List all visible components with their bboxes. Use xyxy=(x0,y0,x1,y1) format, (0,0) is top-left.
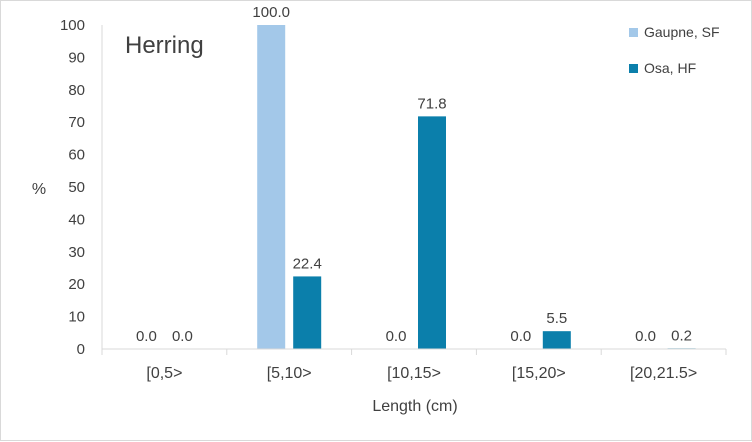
data-label: 0.0 xyxy=(172,328,193,345)
x-axis-categories: [0,5> [5,10> [10,15> [15,20> [20,21.5> xyxy=(146,365,697,382)
x-axis-ticks xyxy=(101,349,727,355)
y-tick-label: 80 xyxy=(68,82,85,99)
bar-osa xyxy=(293,276,322,349)
data-label: 71.8 xyxy=(417,95,446,112)
y-tick-label: 20 xyxy=(68,276,85,293)
y-tick-label: 60 xyxy=(68,147,85,164)
y-tick-label: 40 xyxy=(68,211,85,228)
y-axis-title: % xyxy=(32,181,46,198)
data-label: 0.0 xyxy=(136,328,157,345)
y-tick-label: 100 xyxy=(60,17,85,34)
y-tick-label: 90 xyxy=(68,49,85,66)
data-label: 0.0 xyxy=(635,328,656,345)
x-axis-title: Length (cm) xyxy=(372,398,457,415)
y-tick-label: 10 xyxy=(68,309,85,326)
bar-gaupne xyxy=(257,25,286,349)
legend: Gaupne, SF Osa, HF xyxy=(629,24,720,76)
y-axis-ticks: 0 10 20 30 40 50 60 70 80 90 100 xyxy=(60,17,85,358)
chart-title: Herring xyxy=(125,32,204,59)
y-tick-label: 30 xyxy=(68,244,85,261)
data-label: 5.5 xyxy=(546,310,567,327)
y-tick-label: 70 xyxy=(68,114,85,131)
legend-label: Osa, HF xyxy=(644,60,696,76)
x-category-label: [15,20> xyxy=(512,365,566,382)
data-label: 0.0 xyxy=(386,328,407,345)
x-category-label: [10,15> xyxy=(387,365,441,382)
bars xyxy=(257,25,696,349)
data-labels: 0.0 100.0 0.0 0.0 0.0 0.0 22.4 71.8 5.5 0.2 xyxy=(136,4,692,345)
y-tick-label: 50 xyxy=(68,179,85,196)
data-label: 0.2 xyxy=(671,327,692,344)
bar-osa xyxy=(418,116,446,349)
data-label: 22.4 xyxy=(293,255,322,272)
x-category-label: [5,10> xyxy=(267,365,312,382)
bar-osa xyxy=(542,331,571,349)
y-tick-label: 0 xyxy=(77,341,85,358)
data-label: 100.0 xyxy=(252,4,290,21)
legend-swatch xyxy=(629,64,638,73)
x-category-label: [20,21.5> xyxy=(630,365,697,382)
legend-swatch xyxy=(629,28,638,37)
x-category-label: [0,5> xyxy=(146,365,182,382)
legend-label: Gaupne, SF xyxy=(644,24,720,40)
data-label: 0.0 xyxy=(510,328,531,345)
